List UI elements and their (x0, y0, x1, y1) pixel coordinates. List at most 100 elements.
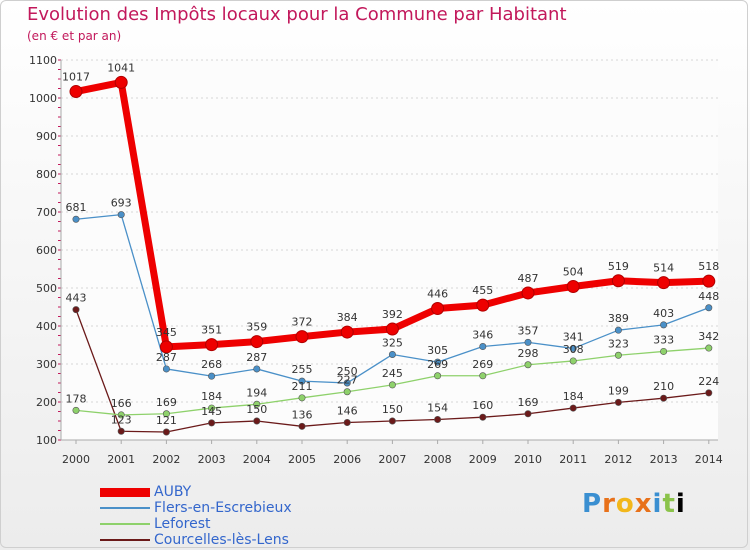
data-label: 184 (563, 390, 584, 403)
legend-swatch-auby (100, 487, 150, 497)
legend-item-flers[interactable]: Flers-en-Escrebieux (100, 500, 292, 516)
chart-subtitle: (en € et par an) (27, 29, 122, 43)
data-point (660, 321, 668, 329)
legend-label: Courcelles-lès-Lens (154, 532, 289, 548)
data-label: 287 (156, 351, 177, 364)
x-tick-label: 2008 (424, 453, 452, 466)
data-label: 357 (518, 324, 539, 337)
data-point (569, 357, 577, 365)
data-point (660, 394, 668, 402)
data-point (253, 365, 261, 373)
data-label: 146 (337, 405, 358, 418)
data-point (343, 379, 351, 387)
y-tick-label: 600 (36, 244, 57, 257)
data-label: 255 (292, 363, 313, 376)
x-tick-label: 2002 (152, 453, 180, 466)
y-tick-label: 400 (36, 320, 57, 333)
x-tick-label: 2012 (604, 453, 632, 466)
logo-letter: r (602, 489, 616, 519)
data-point (208, 372, 216, 380)
data-label: 325 (382, 337, 403, 350)
data-label: 210 (653, 380, 674, 393)
data-label: 514 (653, 262, 674, 275)
data-label: 178 (66, 392, 87, 405)
legend-label: Flers-en-Escrebieux (154, 500, 292, 516)
legend-item-auby[interactable]: AUBY (100, 484, 292, 500)
data-point (385, 322, 399, 336)
data-label: 403 (653, 307, 674, 320)
y-tick-label: 100 (36, 434, 57, 447)
data-point (253, 400, 261, 408)
data-point (208, 419, 216, 427)
data-point (343, 388, 351, 396)
legend-swatch-leforest (100, 523, 150, 525)
data-label: 372 (292, 316, 313, 329)
data-point (72, 215, 80, 223)
legend-item-leforest[interactable]: Leforest (100, 516, 292, 532)
y-tick-label: 200 (36, 396, 57, 409)
data-point (524, 410, 532, 418)
x-tick-label: 2003 (198, 453, 226, 466)
data-label: 150 (382, 403, 403, 416)
y-tick-label: 1000 (29, 92, 57, 105)
data-label: 123 (111, 413, 132, 426)
legend: AUBY Flers-en-Escrebieux Leforest Cource… (100, 484, 292, 548)
x-tick-label: 2013 (650, 453, 678, 466)
chart-title: Evolution des Impôts locaux pour la Comm… (27, 4, 567, 25)
logo-letter: x (634, 489, 653, 519)
data-point (295, 330, 309, 344)
data-label: 359 (246, 321, 267, 334)
data-label: 519 (608, 260, 629, 273)
data-label: 269 (427, 358, 448, 371)
data-point (569, 344, 577, 352)
data-label: 487 (518, 272, 539, 285)
data-label: 194 (246, 386, 267, 399)
data-point (253, 417, 261, 425)
x-tick-label: 2014 (695, 453, 723, 466)
data-point (250, 335, 264, 349)
data-label: 443 (66, 292, 87, 305)
data-point (162, 365, 170, 373)
y-tick-label: 1100 (29, 54, 57, 67)
data-point (524, 338, 532, 346)
x-tick-label: 2010 (514, 453, 542, 466)
data-point (479, 372, 487, 380)
data-point (117, 427, 125, 435)
data-point (479, 413, 487, 421)
x-tick-label: 2011 (559, 453, 587, 466)
data-point (388, 381, 396, 389)
data-label: 184 (201, 390, 222, 403)
logo-letter: i (675, 489, 686, 519)
logo-letter: o (615, 489, 635, 519)
data-point (431, 302, 445, 316)
data-point (657, 276, 671, 290)
data-point (434, 415, 442, 423)
data-label: 518 (698, 260, 719, 273)
data-label: 227 (337, 374, 358, 387)
x-tick-label: 2007 (378, 453, 406, 466)
data-point (159, 340, 173, 354)
data-point (162, 428, 170, 436)
data-label: 298 (518, 347, 539, 360)
x-tick-label: 2009 (469, 453, 497, 466)
x-tick-label: 2001 (107, 453, 135, 466)
data-label: 389 (608, 312, 629, 325)
y-tick-label: 800 (36, 168, 57, 181)
data-point (208, 404, 216, 412)
data-label: 166 (111, 397, 132, 410)
data-point (205, 338, 219, 352)
data-point (72, 406, 80, 414)
data-label: 392 (382, 308, 403, 321)
data-label: 455 (472, 284, 493, 297)
data-point (566, 279, 580, 293)
data-point (614, 351, 622, 359)
data-point (434, 372, 442, 380)
data-label: 323 (608, 337, 629, 350)
data-point (117, 211, 125, 219)
data-label: 224 (698, 375, 719, 388)
legend-item-courcelles[interactable]: Courcelles-lès-Lens (100, 532, 292, 548)
data-label: 136 (292, 408, 313, 421)
data-label: 1017 (62, 71, 90, 84)
data-label: 384 (337, 311, 358, 324)
